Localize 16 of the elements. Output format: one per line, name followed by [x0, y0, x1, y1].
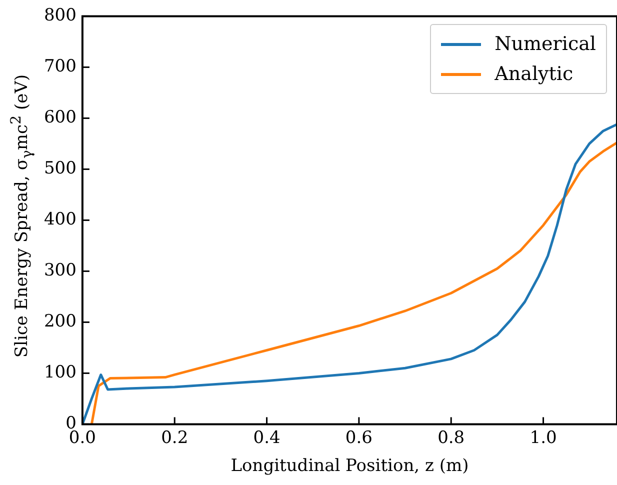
y-tick-label: 500	[44, 158, 76, 179]
x-tick-label: 1.0	[530, 428, 557, 448]
x-tick-label: 0.4	[253, 428, 280, 448]
legend-label: Numerical	[494, 33, 596, 55]
y-tick-label: 300	[44, 260, 76, 281]
legend-label: Analytic	[494, 63, 574, 85]
y-tick-label: 100	[44, 362, 76, 383]
y-tick-label: 200	[44, 312, 76, 332]
y-tick-label: 700	[44, 56, 76, 77]
x-tick-label: 0.8	[438, 428, 465, 448]
x-tick-label: 0.6	[345, 428, 372, 448]
x-axis-title: Longitudinal Position, z (m)	[230, 456, 469, 476]
y-tick-label: 400	[44, 210, 76, 230]
y-tick-label: 800	[44, 6, 76, 26]
y-tick-label: 600	[44, 108, 76, 128]
x-tick-label: 0.2	[161, 428, 188, 448]
